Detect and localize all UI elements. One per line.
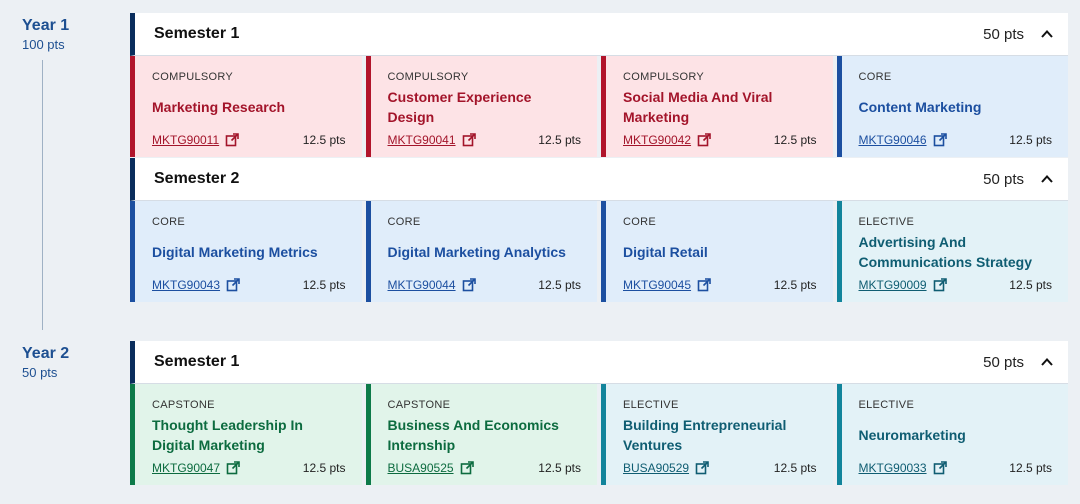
subject-title: Building Entrepreneurial Ventures	[623, 417, 787, 453]
subject-card[interactable]: ELECTIVE Neuromarketing MKTG90033 12.5 p…	[836, 384, 1068, 485]
subject-points: 12.5 pts	[1009, 133, 1052, 147]
semester-title: Semester 2	[154, 170, 240, 187]
year-title: Year 1	[22, 17, 70, 34]
subject-card[interactable]: CORE Digital Retail MKTG90045 12.5 pts	[601, 201, 833, 302]
subject-code-link[interactable]: MKTG90009	[858, 278, 927, 292]
external-link-icon[interactable]	[697, 278, 711, 292]
timeline-line	[42, 60, 43, 330]
semester-title: Semester 1	[154, 353, 240, 370]
subject-title: Content Marketing	[858, 99, 982, 115]
subject-code-link[interactable]: MKTG90047	[152, 461, 221, 475]
external-link-icon[interactable]	[697, 133, 711, 147]
year-1-semester-1: Semester 1 50 pts COMPULSORY Marketing R…	[130, 13, 1068, 157]
subject-type: COMPULSORY	[623, 71, 705, 83]
subject-type: COMPULSORY	[387, 71, 469, 83]
semester-points: 50 pts	[983, 25, 1024, 43]
subject-points: 12.5 pts	[538, 133, 581, 147]
chevron-up-icon[interactable]	[1040, 27, 1054, 41]
subject-title: Social Media And Viral Marketing	[623, 89, 773, 125]
subject-type: CORE	[858, 71, 892, 83]
subject-code-link[interactable]: MKTG90011	[152, 133, 220, 147]
semester-header[interactable]: Semester 1 50 pts	[130, 13, 1068, 56]
subject-type: ELECTIVE	[858, 399, 915, 411]
subject-type: CORE	[623, 216, 656, 228]
subject-card[interactable]: CORE Digital Marketing Metrics MKTG90043…	[130, 201, 362, 302]
year-title: Year 2	[22, 345, 70, 362]
subject-code-link[interactable]: MKTG90044	[387, 278, 456, 292]
chevron-up-icon[interactable]	[1040, 355, 1054, 369]
subject-cards: CORE Digital Marketing Metrics MKTG90043…	[130, 201, 1068, 302]
subject-code-link[interactable]: MKTG90043	[152, 278, 221, 292]
subject-cards: COMPULSORY Marketing Research MKTG90011 …	[130, 56, 1068, 157]
subject-code-link[interactable]: BUSA90525	[387, 461, 454, 475]
subject-points: 12.5 pts	[302, 461, 346, 475]
chevron-up-icon[interactable]	[1040, 172, 1054, 186]
semester-points: 50 pts	[983, 170, 1024, 188]
semester-points: 50 pts	[983, 353, 1024, 371]
external-link-icon[interactable]	[460, 461, 474, 475]
external-link-icon[interactable]	[225, 133, 239, 147]
subject-code-link[interactable]: BUSA90529	[623, 461, 690, 475]
subject-title: Marketing Research	[152, 99, 286, 115]
year-2-semester-1: Semester 1 50 pts CAPSTONE Thought Leade…	[130, 341, 1068, 485]
subject-title: Digital Marketing Analytics	[387, 244, 566, 260]
subject-code-link[interactable]: MKTG90046	[858, 133, 927, 147]
subject-title: Digital Retail	[623, 244, 708, 260]
subject-title: Thought Leadership In Digital Marketing	[152, 417, 303, 453]
semester-header[interactable]: Semester 2 50 pts	[130, 158, 1068, 201]
subject-card[interactable]: COMPULSORY Customer Experience Design MK…	[365, 56, 597, 157]
year-points: 50 pts	[22, 365, 58, 380]
subject-cards: CAPSTONE Thought Leadership In Digital M…	[130, 384, 1068, 485]
subject-title: Neuromarketing	[858, 427, 966, 443]
semester-header[interactable]: Semester 1 50 pts	[130, 341, 1068, 384]
subject-points: 12.5 pts	[773, 278, 817, 292]
external-link-icon[interactable]	[226, 278, 240, 292]
subject-type: CORE	[152, 216, 185, 228]
subject-card[interactable]: CAPSTONE Business And Economics Internsh…	[365, 384, 597, 485]
subject-type: CORE	[387, 216, 421, 228]
subject-type: ELECTIVE	[623, 399, 679, 411]
subject-card[interactable]: COMPULSORY Marketing Research MKTG90011 …	[130, 56, 362, 157]
subject-card[interactable]: ELECTIVE Advertising And Communications …	[836, 201, 1068, 302]
subject-title: Business And Economics Internship	[387, 417, 559, 453]
subject-title: Customer Experience Design	[387, 89, 532, 125]
year-2-label: Year 2 50 pts	[22, 344, 69, 382]
subject-points: 12.5 pts	[538, 278, 581, 292]
external-link-icon[interactable]	[933, 278, 947, 292]
subject-type: CAPSTONE	[387, 399, 451, 411]
subject-code-link[interactable]: MKTG90045	[623, 278, 692, 292]
subject-points: 12.5 pts	[302, 133, 346, 147]
subject-card[interactable]: CAPSTONE Thought Leadership In Digital M…	[130, 384, 362, 485]
subject-card[interactable]: ELECTIVE Building Entrepreneurial Ventur…	[601, 384, 833, 485]
external-link-icon[interactable]	[462, 278, 476, 292]
subject-type: ELECTIVE	[858, 216, 915, 228]
subject-card[interactable]: CORE Digital Marketing Analytics MKTG900…	[365, 201, 597, 302]
external-link-icon[interactable]	[226, 461, 240, 475]
semester-title: Semester 1	[154, 25, 240, 42]
subject-card[interactable]: COMPULSORY Social Media And Viral Market…	[601, 56, 833, 157]
subject-points: 12.5 pts	[1009, 461, 1052, 475]
year-1-label: Year 1 100 pts	[22, 16, 69, 54]
year-1-semester-2: Semester 2 50 pts CORE Digital Marketing…	[130, 158, 1068, 302]
subject-points: 12.5 pts	[302, 278, 346, 292]
subject-code-link[interactable]: MKTG90042	[623, 133, 692, 147]
subject-points: 12.5 pts	[1009, 278, 1052, 292]
subject-points: 12.5 pts	[538, 461, 581, 475]
subject-type: CAPSTONE	[152, 399, 215, 411]
external-link-icon[interactable]	[933, 461, 947, 475]
subject-code-link[interactable]: MKTG90033	[858, 461, 927, 475]
subject-points: 12.5 pts	[773, 133, 817, 147]
subject-title: Advertising And Communications Strategy	[858, 234, 1032, 270]
subject-type: COMPULSORY	[152, 71, 234, 83]
subject-title: Digital Marketing Metrics	[152, 244, 318, 260]
subject-card[interactable]: CORE Content Marketing MKTG90046 12.5 pt…	[836, 56, 1068, 157]
subject-points: 12.5 pts	[773, 461, 817, 475]
year-points: 100 pts	[22, 37, 65, 52]
external-link-icon[interactable]	[462, 133, 476, 147]
external-link-icon[interactable]	[933, 133, 947, 147]
external-link-icon[interactable]	[695, 461, 709, 475]
subject-code-link[interactable]: MKTG90041	[387, 133, 456, 147]
